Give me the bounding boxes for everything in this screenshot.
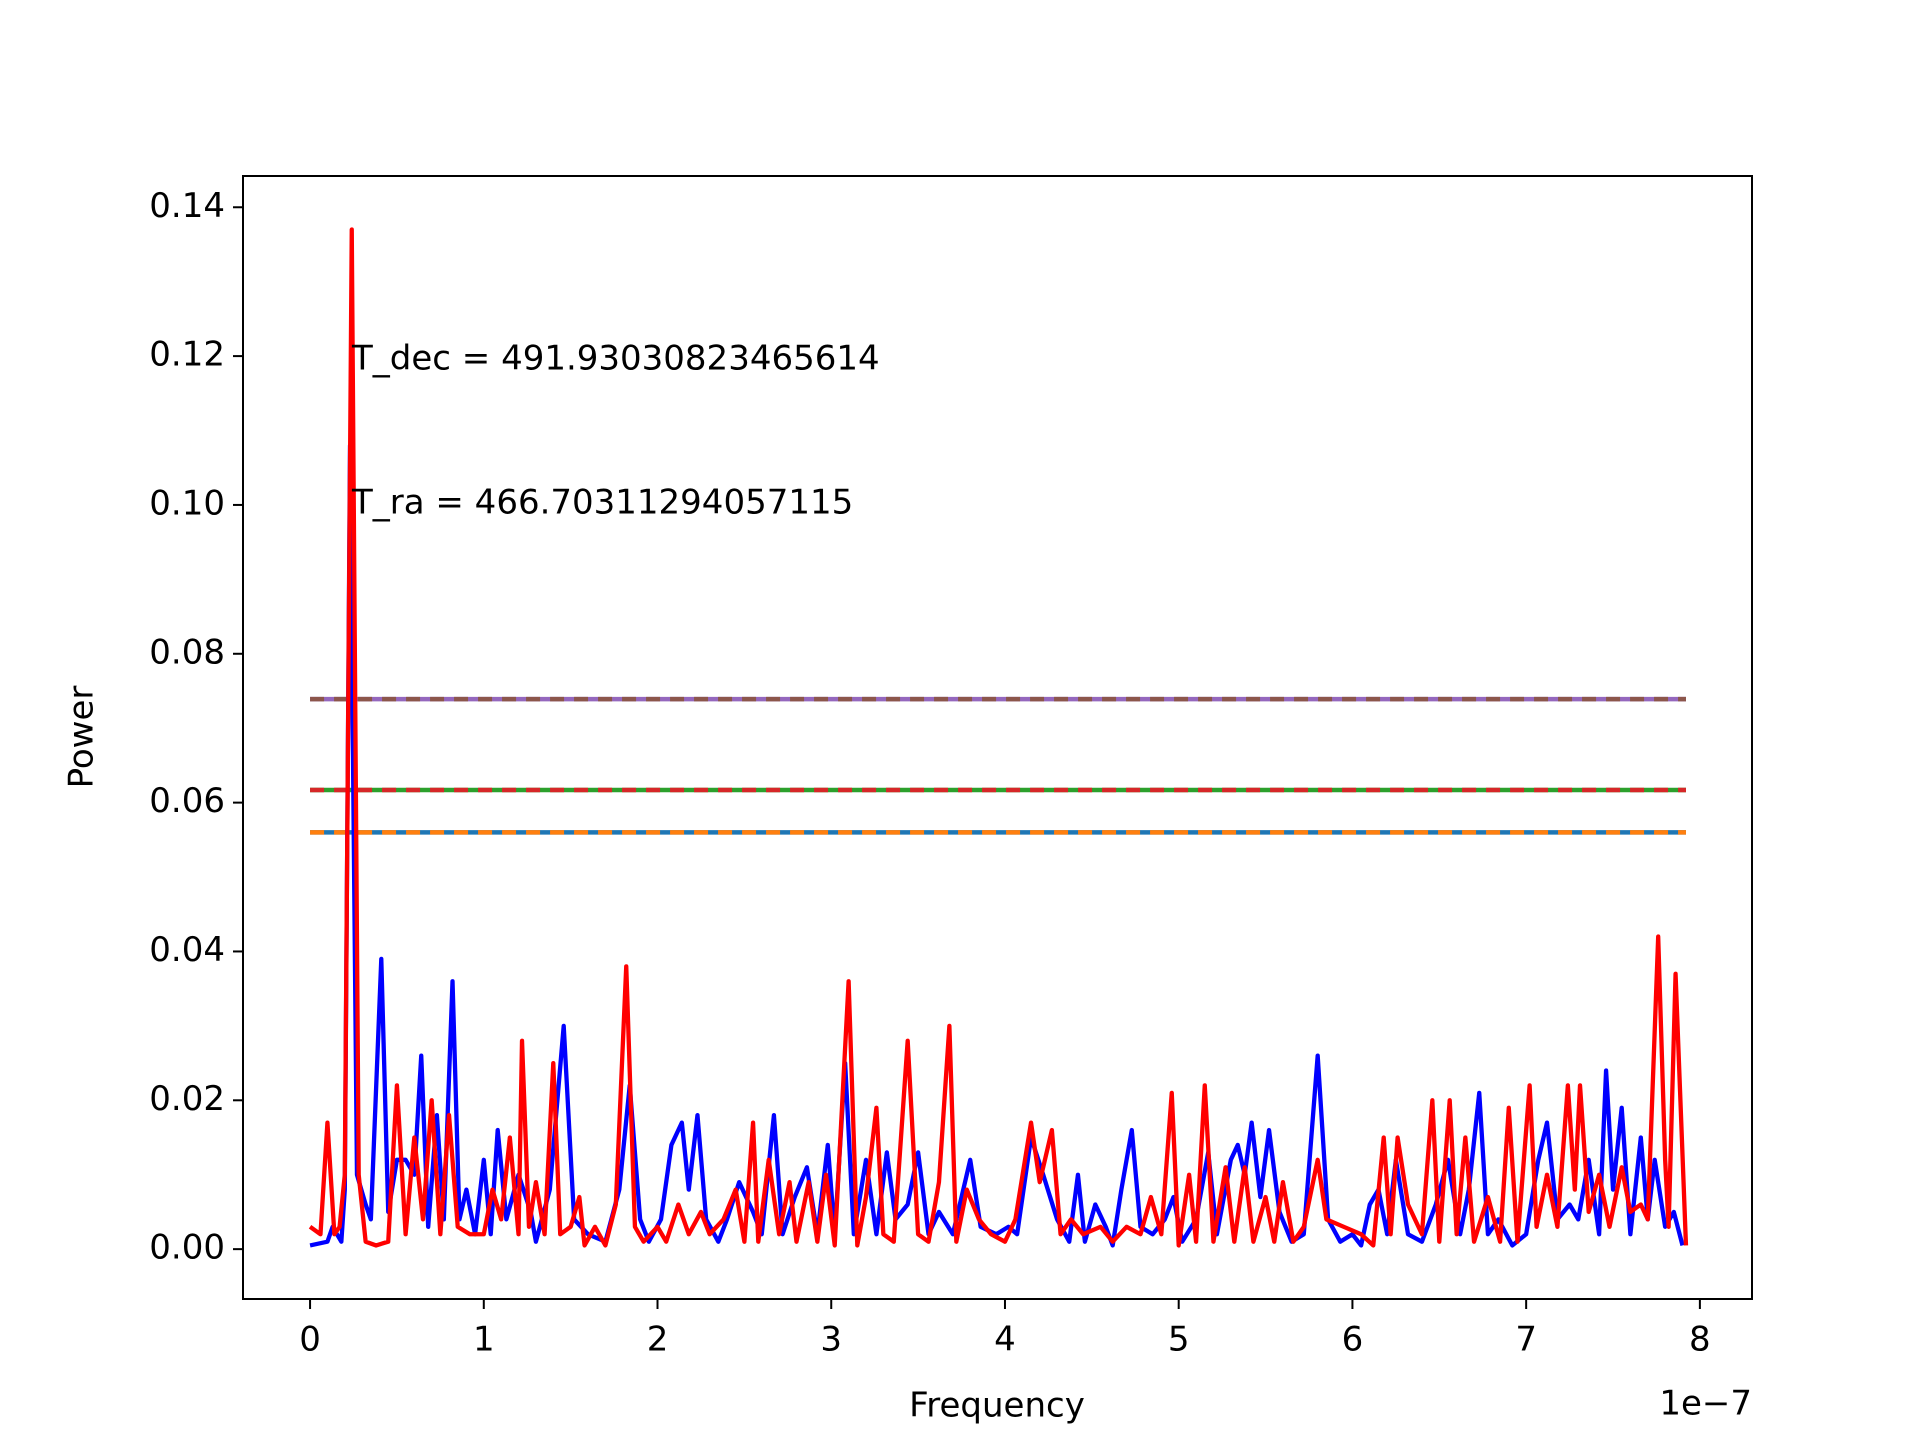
y-tick-label: 0.06	[149, 781, 225, 821]
y-axis-label: Power	[62, 686, 102, 789]
plot-area	[308, 227, 1689, 1248]
x-tick-label: 7	[1515, 1320, 1537, 1360]
annotation: T_dec = 491.93030823465614	[351, 339, 880, 379]
y-tick-label: 0.02	[149, 1079, 225, 1119]
annotation: T_ra = 466.70311294057115	[351, 483, 853, 523]
x-tick-label: 0	[299, 1320, 321, 1360]
y-tick-label: 0.12	[149, 335, 225, 375]
x-tick-label: 8	[1689, 1320, 1711, 1360]
y-tick-label: 0.08	[149, 632, 225, 672]
y-tick-label: 0.14	[149, 186, 225, 226]
axes-frame	[242, 175, 1753, 1300]
y-tick-label: 0.10	[149, 483, 225, 523]
x-tick-label: 3	[820, 1320, 842, 1360]
x-tick-label: 5	[1168, 1320, 1190, 1360]
series-line	[308, 227, 1689, 1248]
x-axis-label: Frequency	[909, 1386, 1085, 1426]
x-tick-label: 6	[1342, 1320, 1364, 1360]
x-tick-label: 1	[473, 1320, 495, 1360]
y-tick-label: 0.00	[149, 1228, 225, 1268]
x-tick-label: 4	[994, 1320, 1016, 1360]
x-tick-label: 2	[647, 1320, 669, 1360]
y-tick-label: 0.04	[149, 930, 225, 970]
x-offset-label: 1e−7	[1659, 1384, 1752, 1424]
